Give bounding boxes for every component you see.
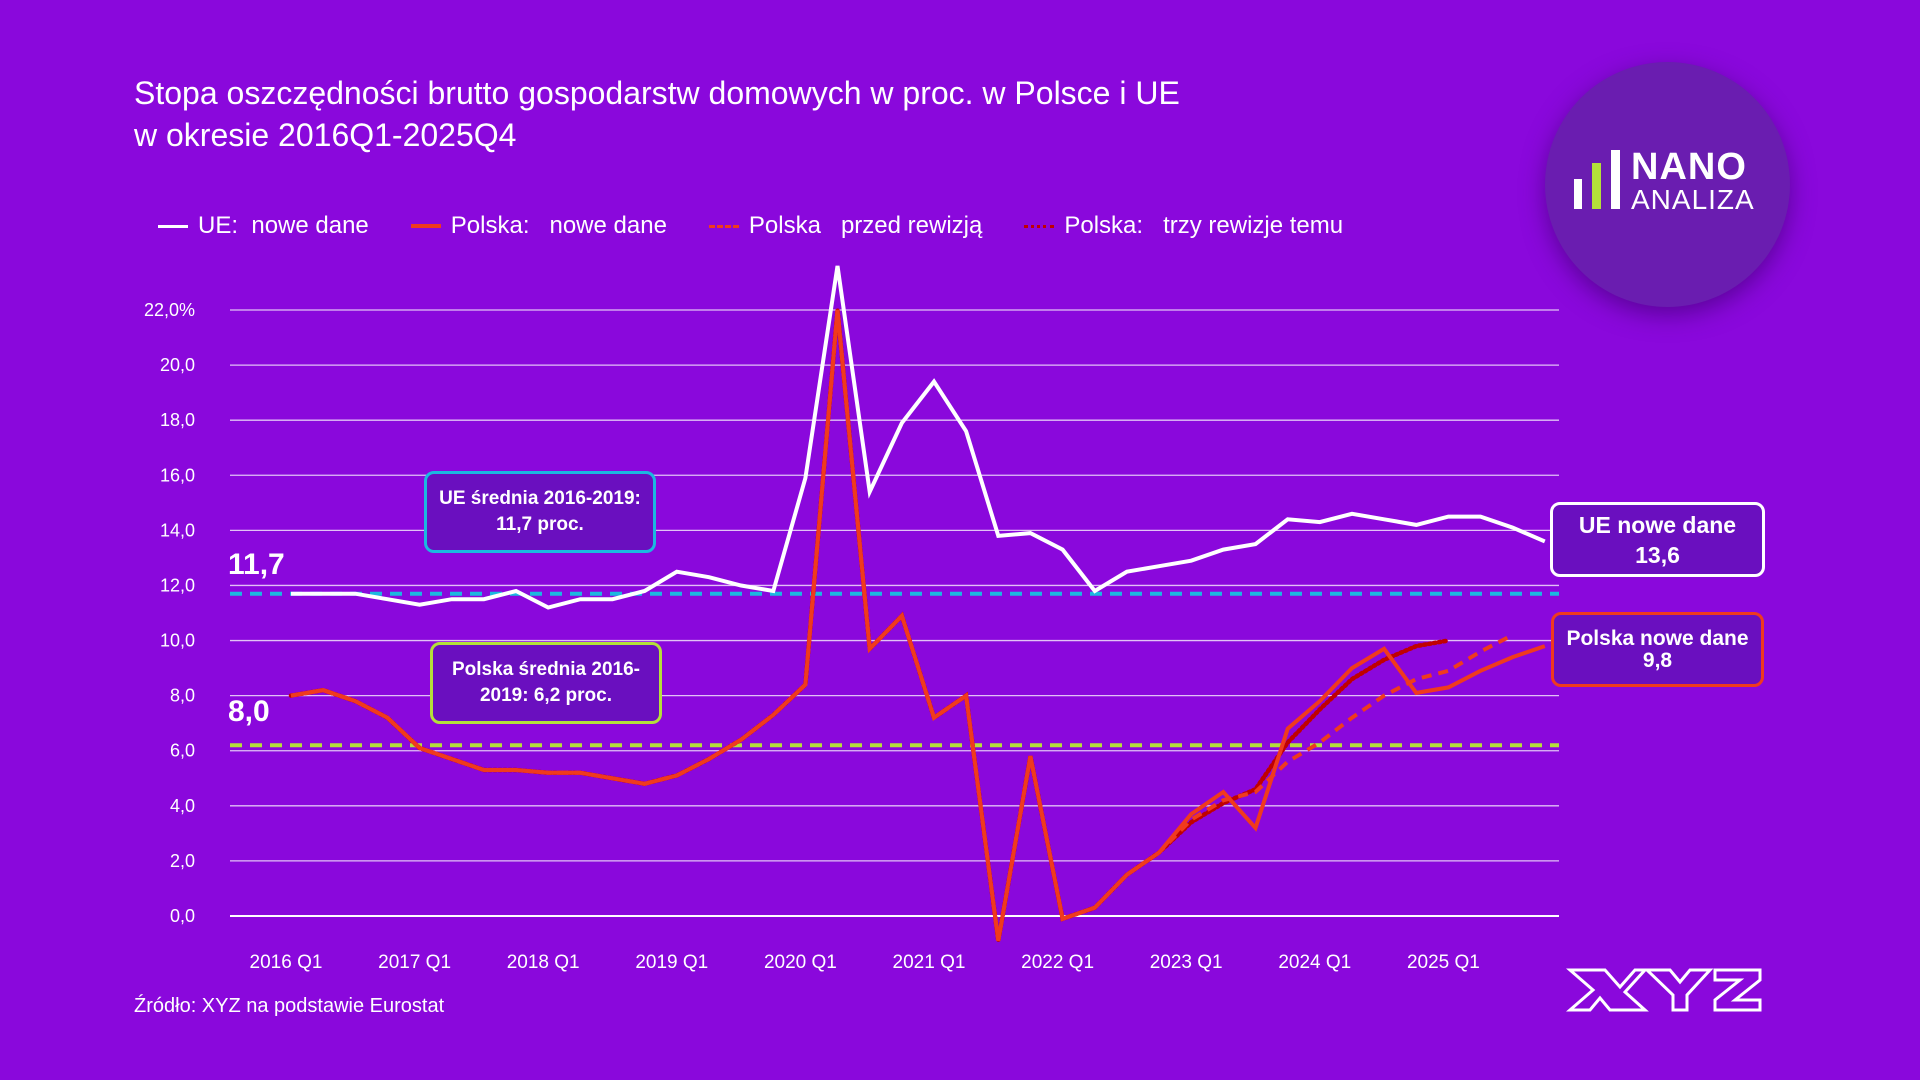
legend-pl-new: Polska: nowe dane [410,212,667,240]
y-tick-label: 20,0 [160,355,195,375]
x-tick-label: 2021 Q1 [893,952,966,973]
annotation-line: 9,8 [1642,648,1673,672]
y-tick-label: 6,0 [170,741,195,761]
series-line-pl-new [290,309,1546,942]
y-tick-label: 2,0 [170,851,195,871]
legend-label: Polska: nowe dane [450,212,667,239]
logo-text-analiza: ANALIZA [1631,184,1755,215]
legend-pl-three: Polska: trzy rewizje temu [1024,212,1343,240]
legend: UE: nowe dane Polska: nowe dane Polska p… [158,212,1385,240]
x-tick-label: 2017 Q1 [378,952,451,973]
y-tick-label: 22,0% [144,300,195,320]
annotation-line: UE nowe dane [1578,511,1737,538]
pl-average-annotation: Polska średnia 2016- 2019: 6,2 proc. [430,642,662,724]
ue-average-value-label: 11,7 [228,548,285,581]
legend-ue: UE: nowe dane [158,212,369,240]
series-line-pl-before-revision [290,309,1514,942]
legend-label: Polska: trzy rewizje temu [1064,212,1344,239]
y-tick-label: 16,0 [160,465,195,485]
source-note: Źródło: XYZ na podstawie Eurostat [134,995,445,1017]
annotation-line: Polska średnia 2016- [452,659,640,680]
nano-analiza-logo: NANO ANALIZA [1545,62,1790,307]
series-line-ue-new [291,265,1546,610]
title-line-1: Stopa oszczędności brutto gospodarstw do… [134,75,1180,111]
y-tick-label: 0,0 [170,906,195,926]
x-tick-label: 2020 Q1 [764,952,837,973]
annotation-line: 2019: 6,2 proc. [479,685,613,706]
x-tick-label: 2023 Q1 [1150,952,1223,973]
chart-title: Stopa oszczędności brutto gospodarstw do… [134,72,1180,156]
xyz-brand-logo [1565,968,1762,1012]
annotation-line: UE średnia 2016-2019: [439,488,641,509]
ue-average-annotation: UE średnia 2016-2019: 11,7 proc. [424,471,656,553]
annotation-line: Polska nowe dane [1566,626,1749,650]
x-tick-label: 2022 Q1 [1021,952,1094,973]
x-tick-label: 2018 Q1 [507,952,580,973]
pl-end-value-annotation: Polska nowe dane 9,8 [1551,612,1764,687]
ue-end-value-annotation: UE nowe dane 13,6 [1550,502,1765,577]
y-tick-label: 12,0 [160,575,195,595]
legend-swatch-solid-white [158,224,188,228]
y-tick-label: 14,0 [160,520,195,540]
annotation-line: 13,6 [1635,541,1680,568]
pl-average-value-label: 8,0 [228,695,270,728]
legend-swatch-solid-red [410,224,441,228]
legend-swatch-dashed-red [708,224,739,228]
logo-text-nano: NANO [1631,146,1747,188]
x-tick-label: 2024 Q1 [1278,952,1351,973]
legend-swatch-dotted-darkred [1024,224,1055,228]
annotation-line: 11,7 proc. [496,514,584,535]
y-tick-label: 4,0 [170,796,195,816]
legend-label: Polska przed rewizją [748,212,983,239]
x-tick-label: 2016 Q1 [250,952,323,973]
legend-pl-before: Polska przed rewizją [708,212,983,240]
legend-label: UE: nowe dane [198,212,369,239]
x-tick-label: 2025 Q1 [1407,952,1480,973]
y-tick-label: 10,0 [160,631,195,651]
y-tick-label: 18,0 [160,410,195,430]
title-line-2: w okresie 2016Q1-2025Q4 [134,117,517,153]
x-tick-label: 2019 Q1 [635,952,708,973]
bar-chart-logo-icon [1574,150,1620,209]
y-tick-label: 8,0 [170,686,195,706]
series-line-pl-three-revisions-ago [288,309,1451,942]
